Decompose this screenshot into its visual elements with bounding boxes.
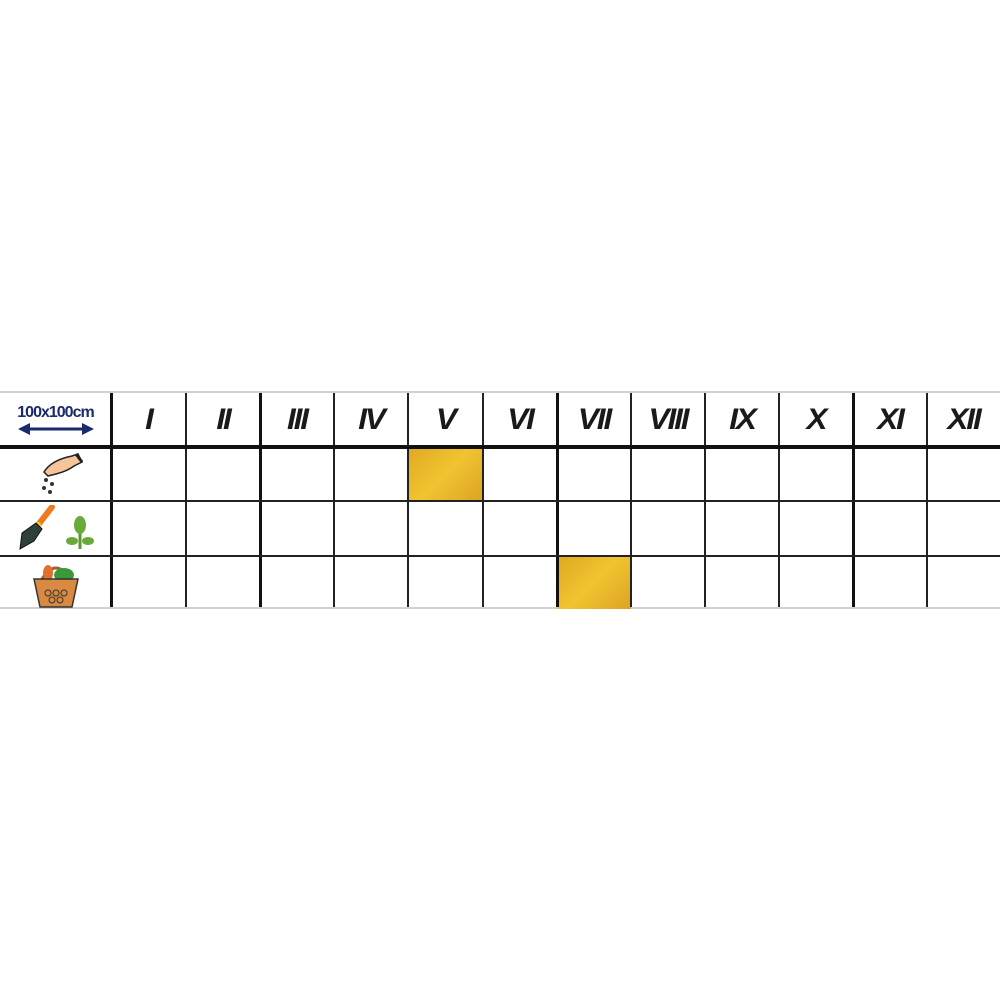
sowing-cell-IX [705,446,779,501]
grid-row-line [0,500,1000,502]
harvest-cell-X [779,556,853,609]
planting-cell-IV [334,501,408,556]
month-header-X: X [806,402,828,436]
harvest-cell-III [260,556,334,609]
harvest-cell-V [408,556,483,609]
month-header-III: III [287,402,309,436]
sowing-cell-IV [334,446,408,501]
sowing-cell-V-active [408,446,483,501]
harvest-cell-I [111,556,186,609]
grid-row-line [0,445,1000,449]
month-header-V: V [436,402,457,436]
sowing-cell-VI [483,446,557,501]
sowing-cell-VIII [631,446,705,501]
month-header-IX: IX [729,402,757,436]
harvest-cell-VIII [631,556,705,609]
planting-cell-XII [927,501,1000,556]
spacing-label: 100x100cm [17,403,94,421]
spacing-header: 100x100cm [0,393,111,446]
hand-sowing-seeds-icon [0,446,111,501]
month-header-I: I [145,402,154,436]
harvest-cell-IX [705,556,779,609]
month-header-XI: XI [877,402,905,436]
planting-cell-XI [853,501,927,556]
sowing-cell-III [260,446,334,501]
planting-cell-VII [557,501,631,556]
planting-cell-VIII [631,501,705,556]
harvest-cell-VII-active [557,556,631,609]
planting-cell-III [260,501,334,556]
month-header-XII: XII [947,402,981,436]
harvest-cell-VI [483,556,557,609]
double-arrow-icon [17,422,94,435]
sowing-cell-XII [927,446,1000,501]
planting-cell-V [408,501,483,556]
grid-row-line [0,555,1000,557]
planting-calendar-table: 100x100cm I II III IV V VI VII VIII IX X XI XII [0,391,1000,609]
month-header-II: II [216,402,231,436]
sowing-cell-VII [557,446,631,501]
planting-cell-VI [483,501,557,556]
sowing-cell-XI [853,446,927,501]
month-header-VI: VI [507,402,535,436]
harvest-cell-XII [927,556,1000,609]
trowel-seedling-icon [0,501,111,556]
sowing-cell-X [779,446,853,501]
sowing-cell-II [186,446,260,501]
planting-cell-II [186,501,260,556]
planting-cell-IX [705,501,779,556]
month-header-IV: IV [358,402,386,436]
month-header-VIII: VIII [648,402,690,436]
harvest-cell-II [186,556,260,609]
harvest-basket-icon [0,556,111,609]
planting-cell-X [779,501,853,556]
harvest-cell-XI [853,556,927,609]
harvest-cell-IV [334,556,408,609]
planting-cell-I [111,501,186,556]
sowing-cell-I [111,446,186,501]
month-header-VII: VII [577,402,612,436]
